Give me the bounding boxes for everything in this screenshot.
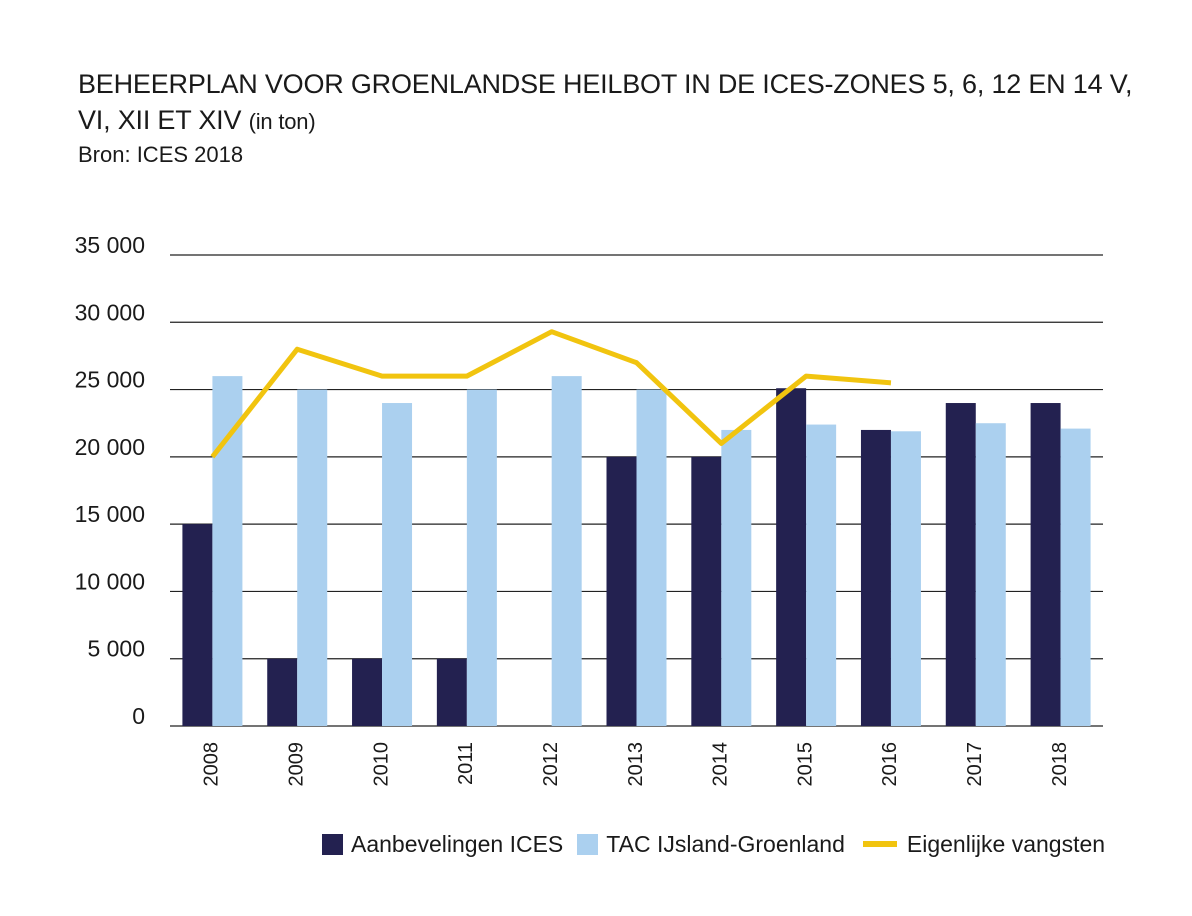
x-tick-label: 2017 (964, 742, 986, 787)
bar-tac (382, 403, 413, 726)
y-tick-label: 20 000 (75, 434, 145, 460)
legend-label-catch: Eigenlijke vangsten (906, 830, 1106, 857)
y-tick-label: 35 000 (75, 232, 145, 258)
x-tick-label: 2018 (1049, 742, 1071, 787)
legend-swatch-ices (322, 833, 343, 855)
catch-line (210, 329, 892, 459)
bar-ices (436, 658, 467, 726)
bar-tac (212, 376, 243, 726)
bar-ices (267, 658, 298, 726)
legend-label-ices: Aanbevelingen ICES (351, 830, 564, 857)
legend-item-catch: Eigenlijke vangsten (859, 831, 1105, 858)
y-axis-ticks: 0 5 000 10 000 15 000 20 000 25 000 30 000 35 0… (75, 232, 145, 729)
x-tick-label: 2010 (370, 742, 392, 787)
legend-swatch-tac (577, 833, 599, 855)
bar-tac (975, 423, 1006, 726)
y-tick-label: 25 000 (75, 367, 145, 393)
bar-ices (945, 403, 976, 726)
x-axis-ticks: 2008 2009 2010 2011 2012 2013 2014 2015 2016 2017… (201, 742, 1071, 787)
legend-item-tac: TAC IJsland-Groenland (577, 831, 845, 858)
bar-ices (352, 658, 383, 726)
x-tick-label: 2011 (455, 742, 477, 785)
bar-ices (1030, 403, 1061, 726)
catch-line-layer (210, 329, 892, 459)
chart-title-main: BEHEERPLAN VOOR GROENLANDSE HEILBOT IN D… (78, 69, 1133, 135)
bar-ices (606, 456, 637, 726)
legend-label-tac: TAC IJsland-Groenland (606, 830, 845, 857)
legend-item-ices: Aanbevelingen ICES (322, 831, 563, 858)
y-tick-label: 5 000 (87, 636, 145, 662)
x-tick-label: 2013 (625, 742, 647, 787)
bar-tac (636, 389, 667, 726)
x-tick-label: 2016 (879, 742, 901, 787)
bar-ices (776, 388, 807, 726)
bar-tac (466, 389, 497, 726)
bar-ices (860, 429, 891, 726)
bar-tac (890, 431, 921, 726)
legend-swatch-catch (862, 841, 897, 847)
x-tick-label: 2015 (794, 742, 816, 787)
bar-tac (806, 424, 837, 726)
chart-source: Bron: ICES 2018 (78, 142, 244, 167)
bar-tac (721, 429, 752, 726)
y-tick-label: 15 000 (75, 501, 145, 527)
chart-title-unit: (in ton) (248, 109, 316, 134)
bar-tac (551, 376, 582, 726)
y-tick-label: 0 (132, 703, 145, 729)
x-tick-label: 2014 (710, 742, 732, 787)
legend: Aanbevelingen ICES TAC IJsland-Groenland… (322, 828, 1119, 860)
bar-tac (297, 389, 328, 726)
bar-ices (182, 524, 213, 726)
y-tick-label: 10 000 (75, 568, 145, 594)
x-tick-label: 2008 (201, 742, 223, 787)
x-tick-label: 2012 (540, 742, 562, 787)
chart-title: BEHEERPLAN VOOR GROENLANDSE HEILBOT IN D… (78, 66, 1138, 140)
bar-ices (691, 456, 722, 726)
x-tick-label: 2009 (286, 742, 308, 787)
bars (182, 376, 1091, 726)
bar-tac (1060, 428, 1091, 726)
y-tick-label: 30 000 (75, 299, 145, 325)
